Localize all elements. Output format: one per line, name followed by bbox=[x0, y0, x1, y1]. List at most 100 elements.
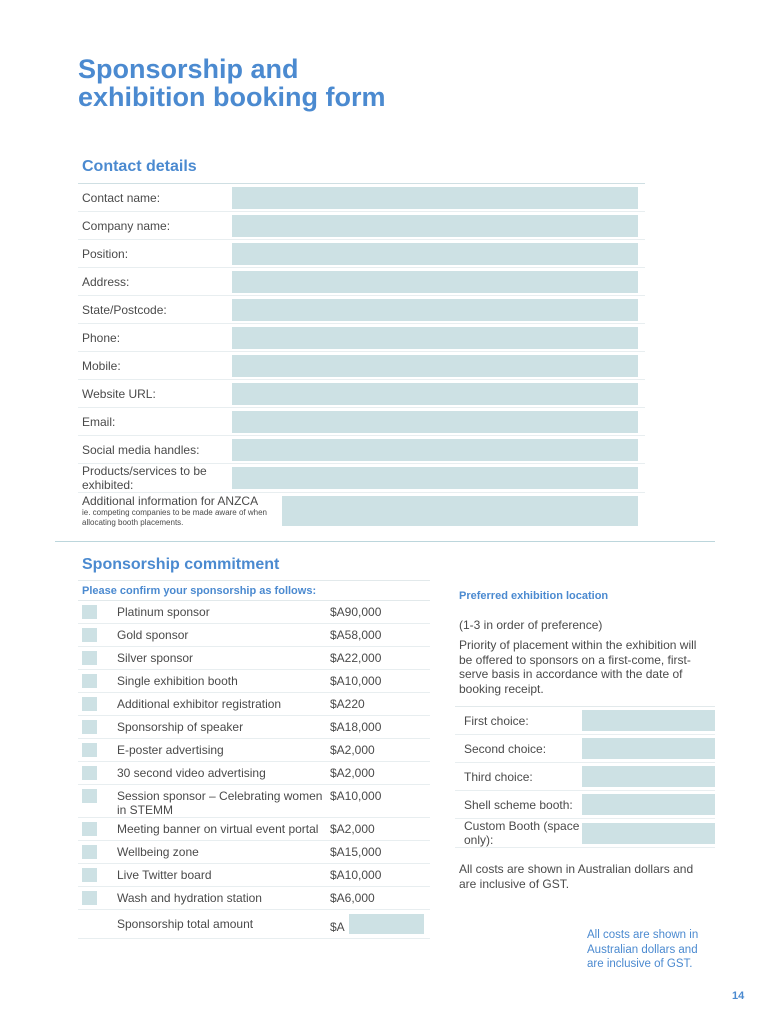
contact-row: Mobile: bbox=[78, 352, 645, 380]
contact-row: Website URL: bbox=[78, 380, 645, 408]
field-label: State/Postcode: bbox=[82, 302, 167, 317]
side-note: All costs are shown in Australian dollar… bbox=[587, 929, 699, 970]
contact-row: Additional information for ANZCA ie. comp… bbox=[78, 493, 645, 529]
sponsorship-row: Additional exhibitor registration $A220 bbox=[78, 693, 430, 716]
item-price: $A6,000 bbox=[330, 891, 375, 905]
checkbox[interactable] bbox=[82, 674, 97, 688]
field-label: Email: bbox=[82, 414, 116, 429]
item-name: Gold sponsor bbox=[117, 628, 189, 642]
input-field[interactable] bbox=[582, 710, 715, 731]
input-field[interactable] bbox=[282, 496, 638, 526]
contact-row: Contact name: bbox=[78, 184, 645, 212]
input-field[interactable] bbox=[232, 467, 638, 489]
checkbox[interactable] bbox=[82, 628, 97, 642]
checkbox[interactable] bbox=[82, 845, 97, 859]
section-heading: Sponsorship commitment bbox=[82, 556, 280, 573]
field-label: Additional information for ANZCA ie. comp… bbox=[78, 494, 282, 528]
choice-row: Second choice: bbox=[455, 735, 715, 763]
item-name: Sponsorship of speaker bbox=[117, 720, 244, 734]
input-field[interactable] bbox=[232, 242, 638, 265]
checkbox[interactable] bbox=[82, 891, 97, 905]
field-label: Company name: bbox=[82, 218, 171, 233]
contact-row: State/Postcode: bbox=[78, 296, 645, 324]
sponsorship-row: Single exhibition booth $A10,000 bbox=[78, 670, 430, 693]
checkbox[interactable] bbox=[82, 651, 97, 665]
field-note: ie. competing companies to be made aware… bbox=[82, 508, 267, 527]
choice-row: Shell scheme booth: bbox=[455, 791, 715, 819]
separator bbox=[55, 541, 715, 542]
contact-row: Products/services to be exhibited: bbox=[78, 464, 645, 493]
contact-row: Email: bbox=[78, 408, 645, 436]
sponsorship-row: Meeting banner on virtual event portal $A… bbox=[78, 818, 430, 841]
input-field[interactable] bbox=[582, 794, 715, 815]
field-label: Website URL: bbox=[82, 386, 156, 401]
sponsorship-row: Sponsorship of speaker $A18,000 bbox=[78, 716, 430, 739]
item-price: $A18,000 bbox=[330, 720, 382, 734]
input-field[interactable] bbox=[348, 914, 424, 934]
item-name: Platinum sponsor bbox=[117, 605, 210, 619]
input-field[interactable] bbox=[232, 214, 638, 237]
field-label: Mobile: bbox=[82, 358, 121, 373]
item-name: Live Twitter board bbox=[117, 868, 212, 882]
choice-label: First choice: bbox=[464, 713, 529, 728]
choice-row: First choice: bbox=[455, 707, 715, 735]
choice-label: Custom Booth (space only): bbox=[464, 819, 580, 847]
contact-table: Contact name: Company name: Position: Addre… bbox=[78, 183, 645, 529]
checkbox[interactable] bbox=[82, 789, 97, 803]
field-label: Phone: bbox=[82, 330, 121, 345]
input-field[interactable] bbox=[232, 298, 638, 321]
sponsorship-row: Live Twitter board $A10,000 bbox=[78, 864, 430, 887]
field-label: Contact name: bbox=[82, 190, 161, 205]
contact-row: Social media handles: bbox=[78, 436, 645, 464]
sponsorship-row: Wellbeing zone $A15,000 bbox=[78, 841, 430, 864]
input-field[interactable] bbox=[232, 382, 638, 405]
exhibition-heading: Preferred exhibition location bbox=[459, 590, 609, 602]
contact-row: Position: bbox=[78, 240, 645, 268]
title: Sponsorship and exhibition booking form bbox=[78, 55, 385, 111]
input-field[interactable] bbox=[582, 738, 715, 759]
sponsorship-row: Gold sponsor $A58,000 bbox=[78, 624, 430, 647]
item-price: $A10,000 bbox=[330, 868, 382, 882]
choice-row: Custom Booth (space only): bbox=[455, 819, 715, 848]
item-name: Additional exhibitor registration bbox=[117, 697, 282, 711]
item-name: Silver sponsor bbox=[117, 651, 194, 665]
checkbox[interactable] bbox=[82, 605, 97, 619]
item-price: $A15,000 bbox=[330, 845, 382, 859]
item-price: $A10,000 bbox=[330, 789, 382, 803]
input-field[interactable] bbox=[582, 766, 715, 787]
input-field[interactable] bbox=[232, 186, 638, 209]
priority-note: Priority of placement within the exhibit… bbox=[459, 638, 697, 696]
order-note: (1-3 in order of preference) bbox=[459, 617, 603, 632]
checkbox[interactable] bbox=[82, 720, 97, 734]
item-name: Meeting banner on virtual event portal bbox=[117, 822, 319, 836]
field-label: Products/services to be exhibited: bbox=[82, 464, 207, 492]
field-label: Social media handles: bbox=[82, 442, 200, 457]
checkbox[interactable] bbox=[82, 697, 97, 711]
title-line: exhibition booking form bbox=[78, 82, 386, 112]
choice-label: Second choice: bbox=[464, 741, 547, 756]
field-label-text: Additional information for ANZCA bbox=[82, 494, 259, 508]
choice-label: Third choice: bbox=[464, 769, 533, 784]
checkbox[interactable] bbox=[82, 868, 97, 882]
item-price: $A2,000 bbox=[330, 743, 375, 757]
contact-row: Phone: bbox=[78, 324, 645, 352]
gst-note: All costs are shown in Australian dollar… bbox=[459, 862, 694, 891]
input-field[interactable] bbox=[232, 438, 638, 461]
contact-row: Address: bbox=[78, 268, 645, 296]
total-label: Sponsorship total amount bbox=[117, 917, 254, 931]
input-field[interactable] bbox=[582, 822, 715, 844]
input-field[interactable] bbox=[232, 354, 638, 377]
checkbox[interactable] bbox=[82, 743, 97, 757]
input-field[interactable] bbox=[232, 270, 638, 293]
sponsorship-row: Session sponsor – Celebrating women in S… bbox=[78, 785, 430, 818]
total-row: Sponsorship total amount $A bbox=[78, 910, 430, 939]
input-field[interactable] bbox=[232, 410, 638, 433]
item-name: 30 second video advertising bbox=[117, 766, 266, 780]
sponsorship-row: Silver sponsor $A22,000 bbox=[78, 647, 430, 670]
input-field[interactable] bbox=[232, 326, 638, 349]
checkbox[interactable] bbox=[82, 766, 97, 780]
exhibition-panel: Preferred exhibition location (1-3 in or… bbox=[455, 580, 715, 891]
checkbox[interactable] bbox=[82, 822, 97, 836]
item-name: Wellbeing zone bbox=[117, 845, 199, 859]
item-name: Single exhibition booth bbox=[117, 674, 238, 688]
